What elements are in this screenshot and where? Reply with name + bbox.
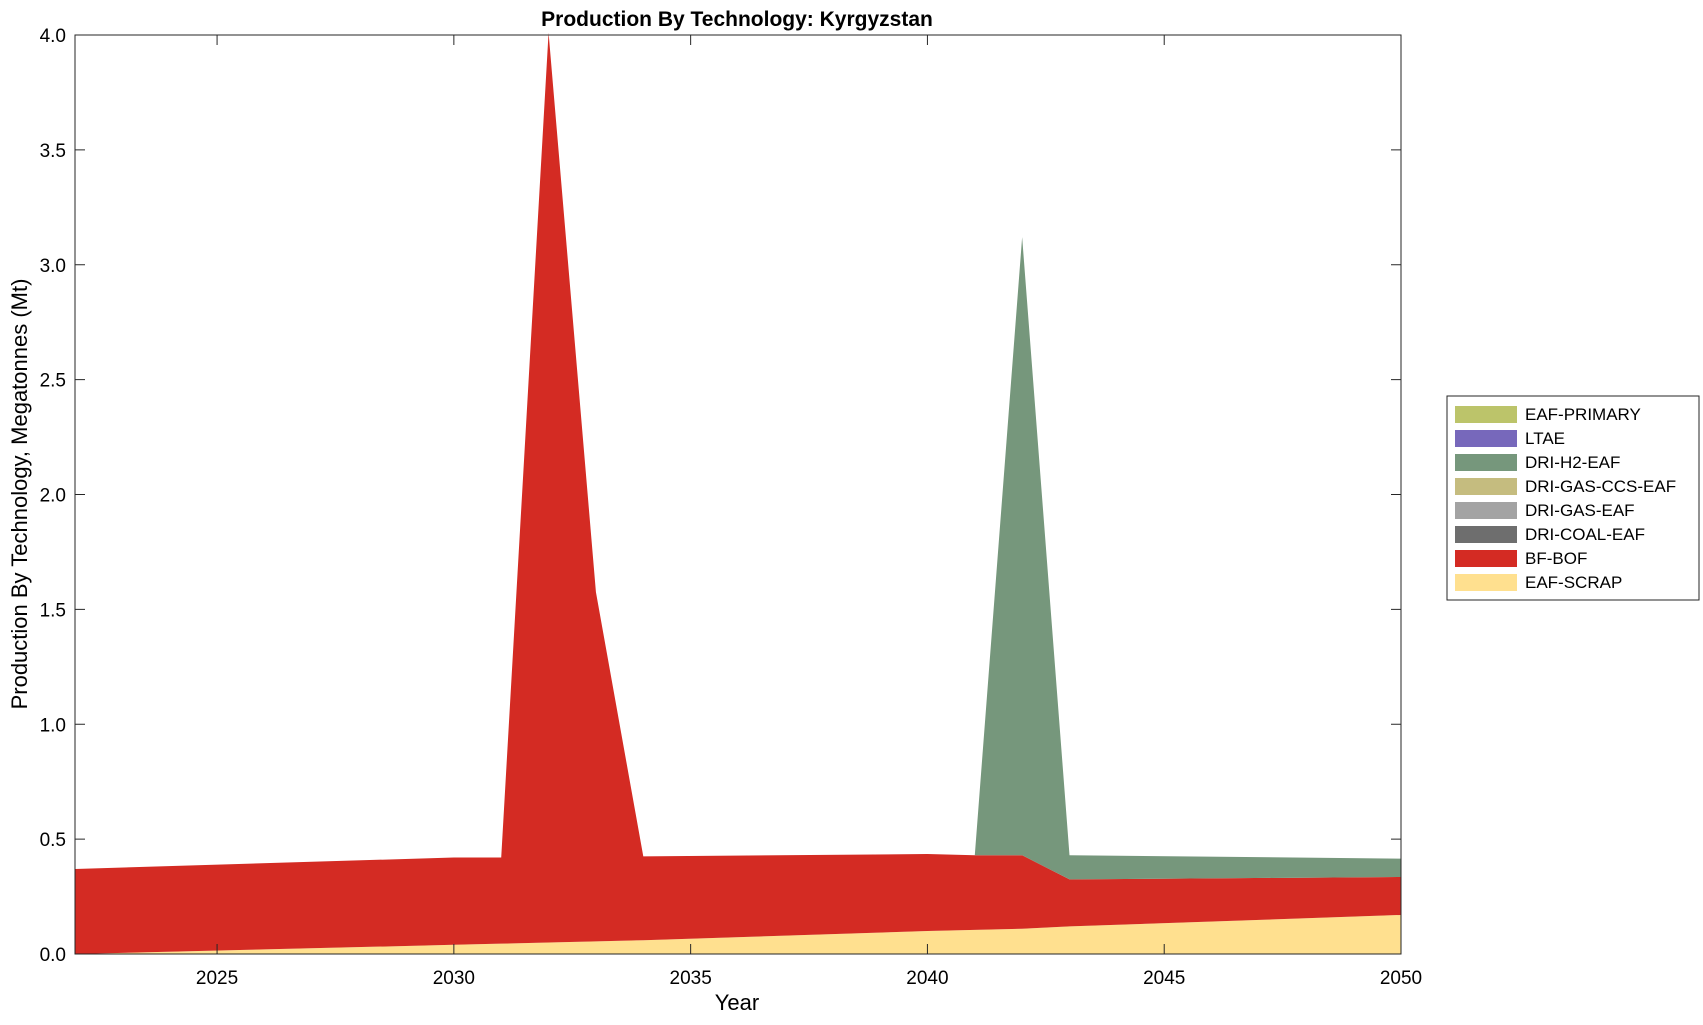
legend-swatch-dri-gas-ccs-eaf — [1455, 478, 1517, 495]
area-series-group — [75, 32, 1401, 954]
y-tick-label: 0.0 — [40, 945, 66, 966]
legend-label-eaf-primary: EAF-PRIMARY — [1525, 405, 1641, 424]
y-tick-label: 4.0 — [40, 26, 66, 47]
area-bf-bof — [75, 32, 1401, 954]
legend-swatch-dri-gas-eaf — [1455, 502, 1517, 519]
y-tick-label: 1.0 — [40, 715, 66, 736]
y-axis: 0.0 0.5 1.0 1.5 2.0 2.5 3.0 3.5 4.0 — [40, 26, 1401, 966]
legend-swatch-dri-h2-eaf — [1455, 454, 1517, 471]
legend-swatch-eaf-scrap — [1455, 574, 1517, 591]
legend-swatch-bf-bof — [1455, 550, 1517, 567]
legend-label-ltae: LTAE — [1525, 429, 1565, 448]
y-tick-label: 3.0 — [40, 256, 66, 277]
chart-title: Production By Technology: Kyrgyzstan — [541, 8, 933, 31]
legend-label-dri-coal-eaf: DRI-COAL-EAF — [1525, 525, 1645, 544]
area-dri-h2-eaf — [75, 32, 1401, 880]
y-tick-label: 3.5 — [40, 141, 66, 162]
legend-box — [1446, 395, 1700, 601]
area-eaf-scrap — [75, 914, 1401, 954]
y-tick-label: 1.5 — [40, 600, 66, 621]
x-axis-title: Year — [715, 990, 759, 1015]
x-tick-label: 2045 — [1143, 968, 1185, 989]
x-tick-label: 2025 — [196, 968, 238, 989]
legend-label-dri-gas-eaf: DRI-GAS-EAF — [1525, 501, 1635, 520]
legend-label-eaf-scrap: EAF-SCRAP — [1525, 573, 1622, 592]
y-tick-label: 2.5 — [40, 371, 66, 392]
plot-frame — [74, 34, 1402, 955]
legend-label-dri-gas-ccs-eaf: DRI-GAS-CCS-EAF — [1525, 477, 1676, 496]
legend-label-bf-bof: BF-BOF — [1525, 549, 1587, 568]
x-tick-label: 2040 — [906, 968, 948, 989]
legend: EAF-PRIMARY LTAE DRI-H2-EAF DRI-GAS-CCS-EAF… — [1446, 395, 1700, 601]
x-tick-label: 2050 — [1380, 968, 1422, 989]
x-tick-label: 2030 — [433, 968, 475, 989]
legend-swatch-ltae — [1455, 430, 1517, 447]
y-tick-label: 0.5 — [40, 830, 66, 851]
x-tick-label: 2035 — [670, 968, 712, 989]
y-axis-title: Production By Technology, Megatonnes (Mt… — [7, 279, 32, 710]
legend-swatch-eaf-primary — [1455, 406, 1517, 423]
y-tick-label: 2.0 — [40, 486, 66, 507]
legend-swatch-dri-coal-eaf — [1455, 526, 1517, 543]
x-axis: 2025 2030 2035 2040 2045 2050 — [196, 35, 1422, 989]
legend-label-dri-h2-eaf: DRI-H2-EAF — [1525, 453, 1620, 472]
